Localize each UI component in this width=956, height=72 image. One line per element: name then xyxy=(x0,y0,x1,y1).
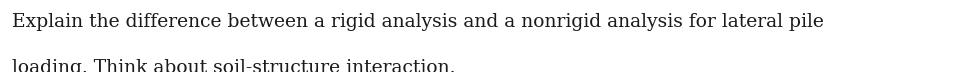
Text: loading. Think about soil-structure interaction.: loading. Think about soil-structure inte… xyxy=(12,59,456,72)
Text: Explain the difference between a rigid analysis and a nonrigid analysis for late: Explain the difference between a rigid a… xyxy=(12,13,824,31)
